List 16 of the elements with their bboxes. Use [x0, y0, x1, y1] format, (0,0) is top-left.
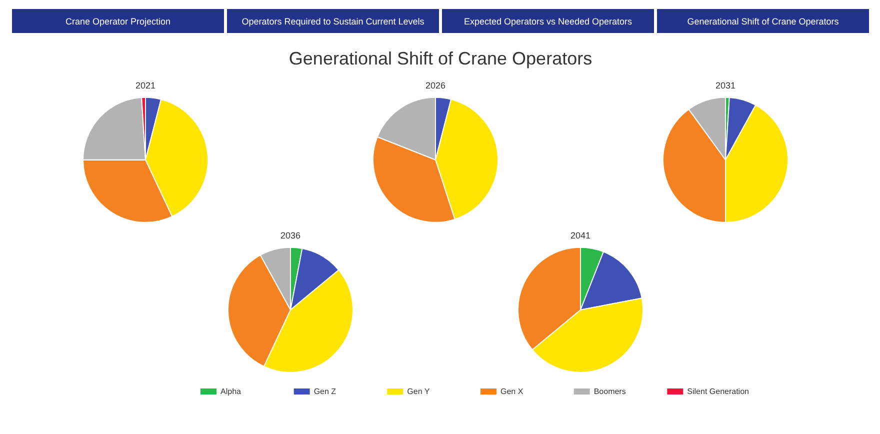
chart-title: 2026	[425, 80, 446, 90]
legend-label: Gen X	[500, 387, 524, 396]
text: Generational Shift of Crane Operators	[288, 48, 592, 68]
chart-title: 2041	[570, 230, 591, 240]
legend-label: Gen Y	[407, 387, 430, 396]
text: Operators Required to Sustain Current Levels	[242, 16, 425, 26]
legend-label: Gen Z	[314, 387, 336, 396]
legend-label: Silent Generation	[687, 387, 749, 396]
chart-title: 2031	[715, 80, 736, 90]
chart-title: 2021	[135, 80, 156, 90]
legend-label: Boomers	[594, 387, 626, 396]
text: Generational Shift of Crane Operators	[687, 16, 840, 26]
chart-title: 2036	[280, 230, 301, 240]
text: Crane Operator Projection	[65, 16, 171, 26]
text: Expected Operators vs Needed Operators	[464, 16, 633, 26]
legend-label: Alpha	[220, 387, 242, 396]
